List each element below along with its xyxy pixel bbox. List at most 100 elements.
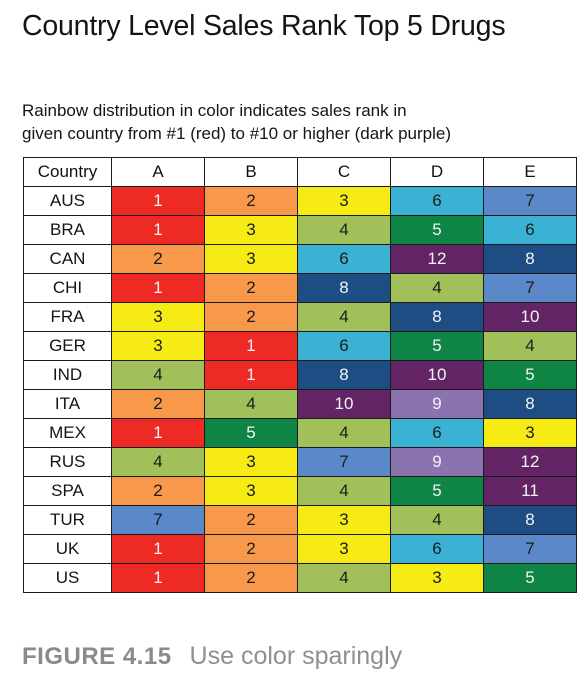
sales-rank-table: Country A B C D E AUS 1 2 3 6 7 BRA 1 3 4 5 6 CAN 2 3 6… (23, 157, 577, 593)
rank-cell: 8 (297, 360, 391, 390)
rank-cell: 1 (111, 186, 205, 216)
rank-cell: 5 (390, 331, 484, 361)
country-cell: SPA (23, 476, 112, 506)
rank-cell: 3 (483, 418, 577, 448)
rank-cell: 6 (390, 418, 484, 448)
table-row: BRA 1 3 4 5 6 (23, 215, 577, 245)
rank-cell: 2 (204, 534, 298, 564)
table-row: IND 4 1 8 10 5 (23, 360, 577, 390)
rank-cell: 2 (204, 273, 298, 303)
rank-cell: 7 (297, 447, 391, 477)
table-row: UK 1 2 3 6 7 (23, 534, 577, 564)
country-cell: BRA (23, 215, 112, 245)
rank-cell: 9 (390, 447, 484, 477)
country-cell: RUS (23, 447, 112, 477)
rank-cell: 1 (111, 215, 205, 245)
country-cell: MEX (23, 418, 112, 448)
rank-cell: 2 (111, 389, 205, 419)
rank-cell: 1 (111, 418, 205, 448)
drug-column-header: D (390, 157, 484, 187)
rank-cell: 2 (204, 563, 298, 593)
rank-cell: 10 (483, 302, 577, 332)
rank-cell: 4 (297, 563, 391, 593)
rank-cell: 6 (390, 186, 484, 216)
country-cell: AUS (23, 186, 112, 216)
country-cell: ITA (23, 389, 112, 419)
rank-cell: 4 (297, 302, 391, 332)
figure-label: FIGURE 4.15 (22, 643, 172, 670)
rank-cell: 8 (483, 505, 577, 535)
country-cell: FRA (23, 302, 112, 332)
drug-column-header: B (204, 157, 298, 187)
rank-cell: 9 (390, 389, 484, 419)
rank-cell: 2 (111, 476, 205, 506)
rank-cell: 6 (390, 534, 484, 564)
rank-cell: 10 (297, 389, 391, 419)
drug-column-header: E (483, 157, 577, 187)
rank-cell: 8 (297, 273, 391, 303)
table-row: CAN 2 3 6 12 8 (23, 244, 577, 274)
rank-cell: 10 (390, 360, 484, 390)
rank-cell: 5 (204, 418, 298, 448)
chart-subtitle: Rainbow distribution in color indicates … (22, 99, 451, 145)
rank-cell: 2 (204, 505, 298, 535)
rank-cell: 3 (204, 215, 298, 245)
table-header-row: Country A B C D E (23, 157, 577, 187)
drug-column-header: C (297, 157, 391, 187)
rank-cell: 3 (111, 302, 205, 332)
rank-cell: 6 (297, 244, 391, 274)
table-row: ITA 2 4 10 9 8 (23, 389, 577, 419)
rank-cell: 1 (111, 273, 205, 303)
rank-cell: 5 (483, 360, 577, 390)
rank-cell: 4 (297, 215, 391, 245)
subtitle-line-1: Rainbow distribution in color indicates … (22, 101, 407, 120)
table-row: FRA 3 2 4 8 10 (23, 302, 577, 332)
rank-cell: 2 (204, 186, 298, 216)
rank-cell: 1 (111, 563, 205, 593)
rank-cell: 1 (111, 534, 205, 564)
rank-cell: 5 (483, 563, 577, 593)
rank-cell: 8 (483, 244, 577, 274)
rank-cell: 7 (111, 505, 205, 535)
figure-caption-text: Use color sparingly (189, 642, 403, 670)
rank-cell: 4 (390, 273, 484, 303)
country-cell: US (23, 563, 112, 593)
table-row: GER 3 1 6 5 4 (23, 331, 577, 361)
table-row: CHI 1 2 8 4 7 (23, 273, 577, 303)
rank-cell: 4 (111, 447, 205, 477)
rank-cell: 4 (111, 360, 205, 390)
rank-cell: 3 (204, 447, 298, 477)
rank-cell: 8 (483, 389, 577, 419)
subtitle-line-2: given country from #1 (red) to #10 or hi… (22, 124, 451, 143)
rank-cell: 3 (297, 534, 391, 564)
country-cell: UK (23, 534, 112, 564)
rank-cell: 4 (390, 505, 484, 535)
country-cell: CHI (23, 273, 112, 303)
rank-cell: 7 (483, 534, 577, 564)
rank-cell: 4 (483, 331, 577, 361)
table-row: RUS 4 3 7 9 12 (23, 447, 577, 477)
country-cell: IND (23, 360, 112, 390)
rank-cell: 3 (204, 476, 298, 506)
rank-cell: 6 (297, 331, 391, 361)
table-row: SPA 2 3 4 5 11 (23, 476, 577, 506)
rank-cell: 12 (390, 244, 484, 274)
country-cell: TUR (23, 505, 112, 535)
rank-cell: 7 (483, 273, 577, 303)
rank-cell: 3 (297, 186, 391, 216)
rank-cell: 2 (204, 302, 298, 332)
table-row: US 1 2 4 3 5 (23, 563, 577, 593)
rank-cell: 11 (483, 476, 577, 506)
table-body: AUS 1 2 3 6 7 BRA 1 3 4 5 6 CAN 2 3 6 12 8 CHI 1 2 8 4 7 FRA 3 2 4 8… (23, 186, 577, 593)
rank-cell: 5 (390, 215, 484, 245)
table-row: MEX 1 5 4 6 3 (23, 418, 577, 448)
rank-cell: 3 (390, 563, 484, 593)
rank-cell: 3 (111, 331, 205, 361)
table-row: TUR 7 2 3 4 8 (23, 505, 577, 535)
rank-cell: 8 (390, 302, 484, 332)
country-cell: CAN (23, 244, 112, 274)
chart-title: Country Level Sales Rank Top 5 Drugs (22, 10, 506, 42)
rank-cell: 4 (204, 389, 298, 419)
table-row: AUS 1 2 3 6 7 (23, 186, 577, 216)
rank-cell: 4 (297, 476, 391, 506)
